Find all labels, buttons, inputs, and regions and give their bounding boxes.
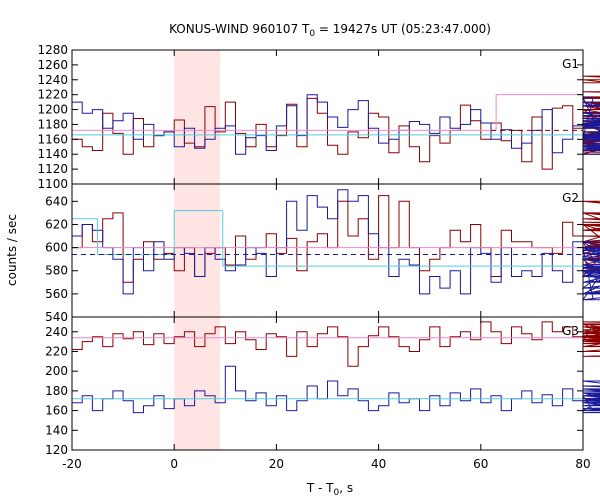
plot-area: 1100112011401160118012001220124012601280… — [37, 43, 600, 471]
y-tick-label: 180 — [45, 384, 68, 398]
panel-label-g1: G1 — [562, 57, 579, 71]
x-tick-label: -20 — [62, 457, 82, 471]
y-tick-label: 120 — [45, 443, 68, 457]
y-tick-label: 600 — [45, 241, 68, 255]
y-tick-label: 640 — [45, 194, 68, 208]
y-tick-label: 1220 — [37, 88, 68, 102]
x-tick-label: 40 — [371, 457, 386, 471]
y-tick-label: 580 — [45, 264, 68, 278]
highlight-band — [174, 50, 221, 450]
y-tick-label: 140 — [45, 423, 68, 437]
y-tick-label: 1140 — [37, 147, 68, 161]
panel-g2: 540 560 580 600 620 640 G2 — [45, 183, 600, 324]
panel-frame-g3 — [71, 316, 584, 451]
series-g1-blue — [72, 94, 600, 155]
x-axis-title: T - T0, s — [306, 481, 353, 498]
x-tick-label: 0 — [170, 457, 178, 471]
panel-label-g3: G3 — [562, 324, 579, 338]
y-tick-label: 1200 — [37, 103, 68, 117]
series-g1-red — [72, 75, 600, 170]
series-g2-blue — [72, 189, 600, 301]
y-tick-label: 1260 — [37, 58, 68, 72]
y-tick-label: 1180 — [37, 117, 68, 131]
panel-frame-g2 — [71, 183, 584, 318]
y-tick-label: 1160 — [37, 132, 68, 146]
y-tick-label: 540 — [45, 310, 68, 324]
y-tick-label: 1120 — [37, 162, 68, 176]
y-tick-label: 200 — [45, 364, 68, 378]
panel-label-g2: G2 — [562, 191, 579, 205]
x-axis-title-subscript: 0 — [334, 488, 340, 498]
y-tick-label: 220 — [45, 344, 68, 358]
y-tick-label: 1280 — [37, 43, 68, 57]
series-g3-blue — [72, 365, 600, 414]
chart-title-subscript: 0 — [309, 29, 315, 39]
y-tick-label: 1240 — [37, 73, 68, 87]
chart-title: KONUS-WIND 960107 T0 = 19427s UT (05:23:… — [169, 22, 491, 39]
chart-title-rest: = 19427s UT (05:23:47.000) — [315, 22, 491, 36]
series-g3-red — [72, 321, 600, 367]
series-g2-red — [72, 195, 600, 295]
x-tick-label: 60 — [473, 457, 488, 471]
y-tick-label: 1100 — [37, 177, 68, 191]
panel-g1: 1100112011401160118012001220124012601280… — [37, 43, 600, 191]
y-axis-title: counts / sec — [5, 214, 19, 286]
y-tick-label: 560 — [45, 287, 68, 301]
x-axis-title-rest: , s — [339, 481, 353, 495]
y-tick-label: 240 — [45, 325, 68, 339]
chart-title-main: KONUS-WIND 960107 T — [169, 22, 310, 36]
x-axis-title-main: T - T — [306, 481, 334, 495]
x-tick-label: 80 — [575, 457, 590, 471]
y-tick-label: 160 — [45, 404, 68, 418]
panel-g3: 120 140 160 180 200 220 240 G3 — [45, 316, 600, 457]
y-tick-label: 620 — [45, 217, 68, 231]
x-tick-label: 20 — [269, 457, 284, 471]
